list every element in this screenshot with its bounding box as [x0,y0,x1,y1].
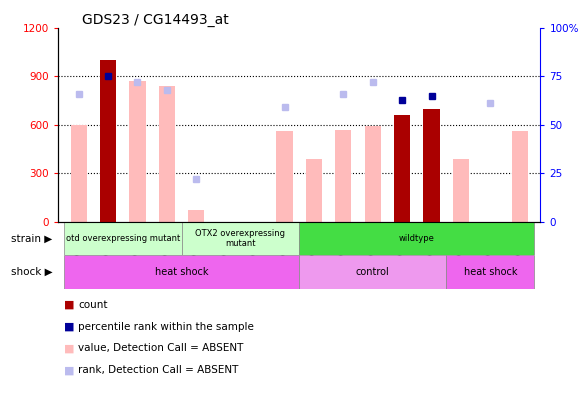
Bar [299,255,446,289]
Text: rank, Detection Call = ABSENT: rank, Detection Call = ABSENT [78,365,239,375]
Bar [100,60,116,222]
Bar [512,131,528,222]
Bar [299,222,535,255]
Bar [159,86,175,222]
Text: strain ▶: strain ▶ [11,234,52,244]
Text: count: count [78,300,108,310]
Bar [130,81,146,222]
Text: control: control [356,267,390,277]
Text: value, Detection Call = ABSENT: value, Detection Call = ABSENT [78,343,244,354]
Text: GDS23 / CG14493_at: GDS23 / CG14493_at [83,13,229,27]
Bar [71,125,87,222]
Bar [394,115,410,222]
Text: ■: ■ [64,322,74,332]
Bar [64,222,182,255]
Text: wildtype: wildtype [399,234,435,243]
Bar [306,159,322,222]
Bar [365,126,381,222]
Bar [453,159,469,222]
Bar [424,109,440,222]
Text: shock ▶: shock ▶ [10,267,52,277]
Bar [64,255,299,289]
Bar [446,255,535,289]
Text: heat shock: heat shock [155,267,209,277]
Text: heat shock: heat shock [464,267,517,277]
Text: ■: ■ [64,343,74,354]
Text: OTX2 overexpressing
mutant: OTX2 overexpressing mutant [195,229,285,248]
Bar [188,210,205,222]
Bar [277,131,293,222]
Bar [335,129,352,222]
Text: otd overexpressing mutant: otd overexpressing mutant [66,234,180,243]
Text: ■: ■ [64,300,74,310]
Text: ■: ■ [64,365,74,375]
Bar [182,222,299,255]
Text: percentile rank within the sample: percentile rank within the sample [78,322,254,332]
